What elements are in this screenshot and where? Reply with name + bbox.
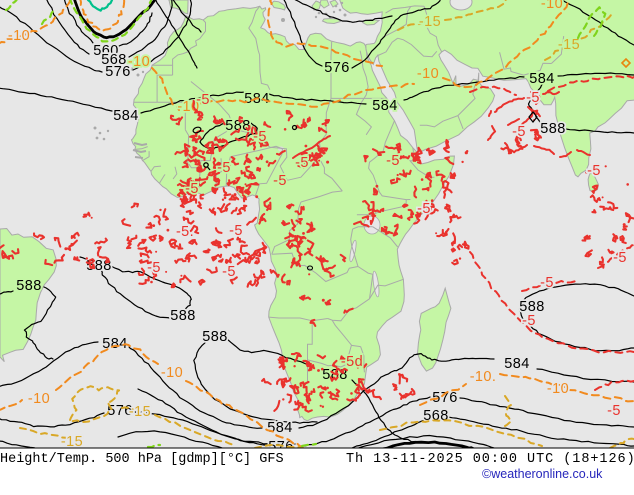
svg-text:-10.: -10. [470, 369, 497, 385]
svg-text:-10: -10 [161, 365, 183, 381]
svg-text:588: 588 [170, 308, 195, 324]
svg-text:©weatheronline.co.uk: ©weatheronline.co.uk [482, 467, 603, 481]
svg-text:-5: -5 [522, 313, 536, 329]
svg-text:-15: -15 [129, 404, 151, 420]
svg-text:-10: -10 [8, 28, 30, 44]
svg-text:-5: -5 [196, 92, 210, 108]
svg-text:-10: -10 [128, 54, 150, 70]
svg-text:-10: -10 [541, 0, 563, 12]
svg-text:-10: -10 [417, 66, 439, 82]
svg-text:588: 588 [16, 278, 41, 294]
svg-text:-5: -5 [512, 124, 526, 140]
svg-text:-5: -5 [222, 264, 236, 280]
svg-text:Height/Temp. 500 hPa [gdmp][°C: Height/Temp. 500 hPa [gdmp][°C] GFS [0, 452, 284, 467]
svg-text:-5: -5 [229, 223, 243, 239]
svg-text:584: 584 [113, 108, 138, 124]
svg-text:-5: -5 [417, 201, 431, 217]
svg-text:-5d: -5d [341, 354, 363, 370]
svg-text:-5.: -5. [176, 224, 194, 240]
svg-text:-15: -15 [419, 14, 441, 30]
svg-text:-5: -5 [273, 173, 287, 189]
svg-text:-5: -5 [253, 129, 267, 145]
svg-text:576: 576 [105, 64, 130, 80]
svg-text:-5: -5 [217, 160, 231, 176]
svg-text:584: 584 [267, 420, 292, 436]
svg-text:-5: -5 [526, 90, 540, 106]
svg-text:-5: -5 [295, 155, 309, 171]
svg-text:-5: -5 [587, 163, 601, 179]
svg-text:584: 584 [529, 71, 554, 87]
svg-text:-15: -15 [558, 37, 580, 53]
svg-text:588: 588 [202, 329, 227, 345]
svg-text:576: 576 [324, 60, 349, 76]
svg-text:-5: -5 [540, 275, 554, 291]
svg-text:588: 588 [540, 121, 565, 137]
svg-text:-5: -5 [613, 250, 627, 266]
svg-text:-5: -5 [185, 181, 199, 197]
svg-text:584: 584 [504, 356, 529, 372]
svg-text:-10: -10 [28, 391, 50, 407]
svg-text:Th 13-11-2025 00:00 UTC (18+12: Th 13-11-2025 00:00 UTC (18+126) [346, 452, 634, 467]
svg-text:-5: -5 [386, 153, 400, 169]
svg-text:-5: -5 [147, 260, 161, 276]
svg-text:-10: -10 [547, 381, 569, 397]
svg-text:584: 584 [372, 98, 397, 114]
svg-text:-5: -5 [607, 403, 621, 419]
